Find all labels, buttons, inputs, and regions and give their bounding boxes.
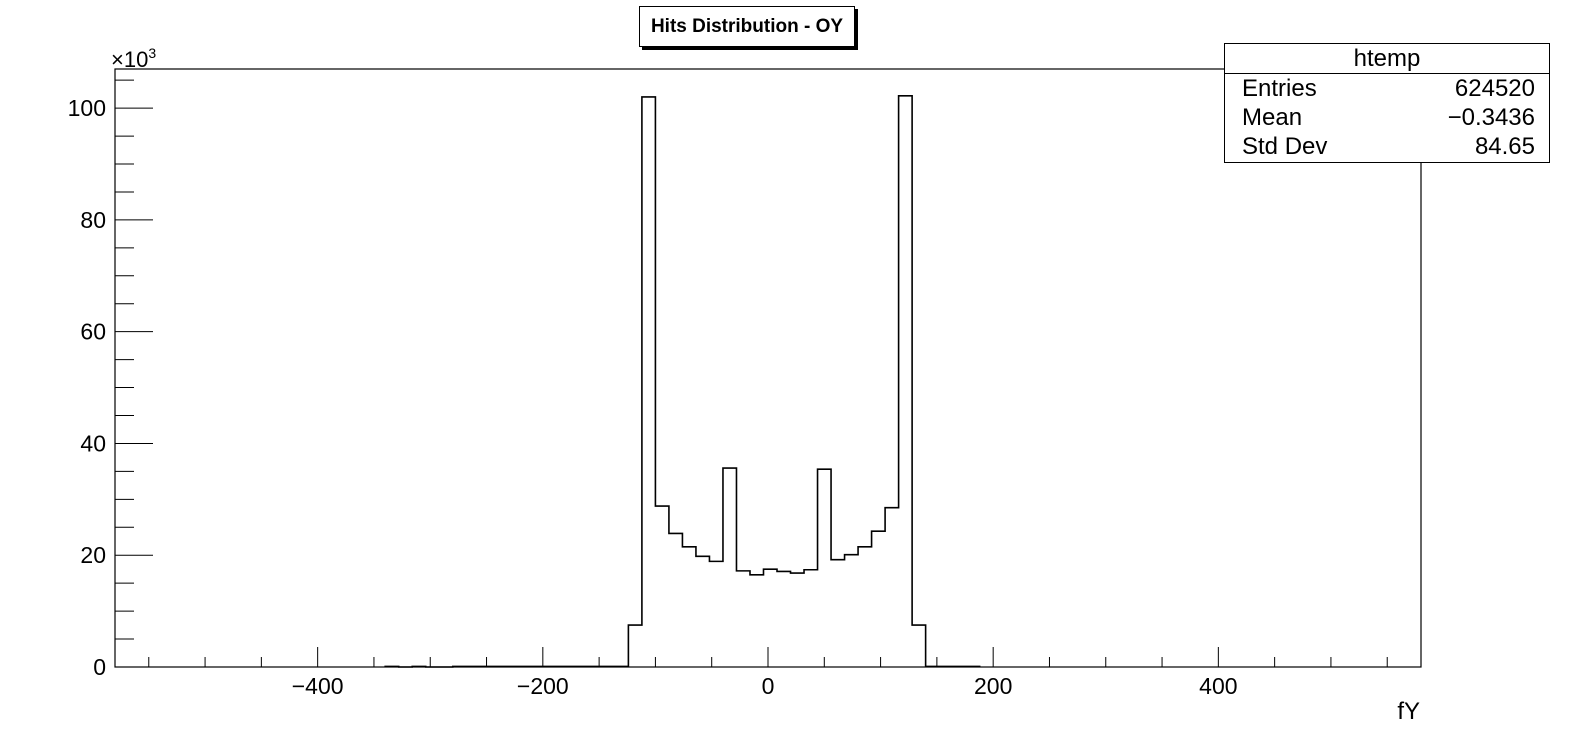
y-multiplier-exponent: 3 bbox=[148, 45, 156, 61]
stats-row-stddev: Std Dev 84.65 bbox=[1225, 132, 1549, 161]
stats-value: 84.65 bbox=[1474, 133, 1535, 160]
histogram-step-line bbox=[384, 95, 981, 668]
x-axis-label: fY bbox=[1397, 698, 1420, 725]
axis-ticks bbox=[115, 79, 1388, 668]
axis-tick-labels: −400 −200 0 200 400 0 20 40 60 80 100 bbox=[68, 95, 1238, 699]
y-tick-label: 0 bbox=[93, 654, 106, 680]
chart-title: Hits Distribution - OY bbox=[639, 6, 855, 47]
y-tick-label: 60 bbox=[80, 319, 106, 345]
stats-value: 624520 bbox=[1454, 75, 1535, 102]
x-tick-label: 0 bbox=[762, 673, 775, 699]
y-tick-label: 80 bbox=[80, 207, 106, 233]
y-tick-label: 40 bbox=[80, 430, 106, 456]
stats-label: Std Dev bbox=[1242, 133, 1328, 160]
stats-label: Entries bbox=[1242, 75, 1317, 102]
stats-value: −0.3436 bbox=[1447, 104, 1535, 131]
x-tick-label: 400 bbox=[1199, 673, 1237, 699]
stats-box: htemp Entries 624520 Mean −0.3436 Std De… bbox=[1224, 43, 1550, 163]
y-tick-label: 100 bbox=[68, 95, 106, 121]
stats-name: htemp bbox=[1225, 44, 1549, 74]
x-tick-label: −200 bbox=[517, 673, 569, 699]
x-tick-label: 200 bbox=[974, 673, 1012, 699]
stats-row-mean: Mean −0.3436 bbox=[1225, 103, 1549, 132]
y-tick-label: 20 bbox=[80, 542, 106, 568]
stats-label: Mean bbox=[1242, 104, 1303, 131]
x-tick-label: −400 bbox=[292, 673, 344, 699]
stats-row-entries: Entries 624520 bbox=[1225, 74, 1549, 103]
y-multiplier-label: ×103 bbox=[111, 45, 156, 72]
